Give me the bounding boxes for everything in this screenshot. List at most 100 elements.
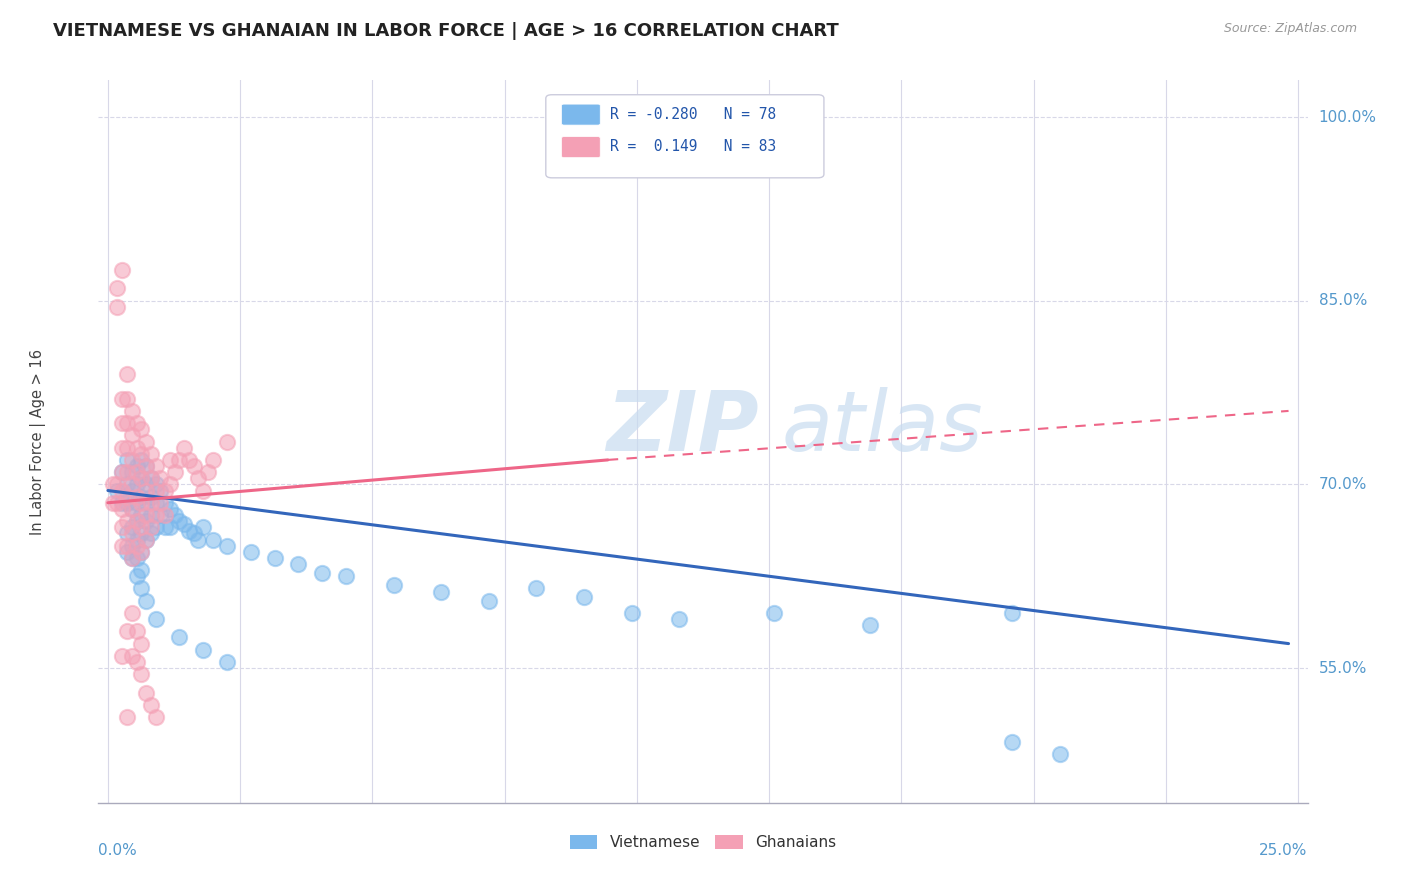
Point bbox=[111, 496, 134, 510]
Point bbox=[115, 539, 138, 553]
Point bbox=[129, 563, 152, 577]
Point bbox=[215, 655, 238, 669]
Point bbox=[191, 483, 214, 498]
Point bbox=[121, 502, 143, 516]
Point bbox=[524, 582, 547, 596]
Point bbox=[159, 520, 181, 534]
Point bbox=[191, 642, 214, 657]
Point bbox=[121, 520, 143, 534]
Point bbox=[111, 465, 134, 479]
Point bbox=[201, 533, 224, 547]
Point bbox=[129, 667, 152, 681]
Point bbox=[169, 631, 191, 645]
Point bbox=[145, 483, 167, 498]
Point bbox=[125, 514, 148, 528]
Point bbox=[121, 502, 143, 516]
Point bbox=[107, 483, 129, 498]
Point bbox=[121, 428, 143, 442]
Point bbox=[115, 453, 138, 467]
Point bbox=[129, 496, 152, 510]
Point bbox=[101, 496, 124, 510]
Point bbox=[311, 566, 333, 580]
Point bbox=[139, 471, 162, 485]
Text: 85.0%: 85.0% bbox=[1319, 293, 1367, 309]
Point bbox=[111, 483, 134, 498]
Point bbox=[111, 392, 134, 406]
Point bbox=[187, 533, 209, 547]
Point bbox=[187, 471, 209, 485]
Point bbox=[125, 655, 148, 669]
Point bbox=[125, 496, 148, 510]
Point bbox=[115, 441, 138, 455]
Point bbox=[145, 496, 167, 510]
Point bbox=[135, 434, 157, 449]
Point bbox=[139, 520, 162, 534]
Point bbox=[153, 496, 176, 510]
Point bbox=[125, 465, 148, 479]
Point bbox=[173, 516, 195, 531]
Point bbox=[478, 593, 501, 607]
Point bbox=[125, 490, 148, 504]
Point bbox=[121, 477, 143, 491]
FancyBboxPatch shape bbox=[546, 95, 824, 178]
Point bbox=[129, 545, 152, 559]
Point bbox=[129, 545, 152, 559]
Point bbox=[111, 648, 134, 663]
Point bbox=[111, 539, 134, 553]
Point bbox=[201, 453, 224, 467]
Point bbox=[173, 441, 195, 455]
Text: 0.0%: 0.0% bbox=[98, 843, 138, 857]
Point bbox=[129, 526, 152, 541]
Point bbox=[215, 434, 238, 449]
Point bbox=[135, 483, 157, 498]
Point bbox=[115, 465, 138, 479]
Point bbox=[121, 550, 143, 565]
Point bbox=[129, 490, 152, 504]
Point bbox=[115, 392, 138, 406]
Point bbox=[183, 526, 205, 541]
Point bbox=[139, 471, 162, 485]
Point bbox=[115, 477, 138, 491]
Text: ZIP: ZIP bbox=[606, 386, 759, 467]
Point bbox=[125, 539, 148, 553]
Point bbox=[668, 612, 690, 626]
Point bbox=[159, 453, 181, 467]
Point bbox=[145, 508, 167, 522]
Point bbox=[620, 606, 643, 620]
Point bbox=[111, 416, 134, 430]
Point bbox=[135, 593, 157, 607]
Text: R = -0.280   N = 78: R = -0.280 N = 78 bbox=[610, 107, 776, 121]
Point bbox=[125, 416, 148, 430]
Point bbox=[115, 545, 138, 559]
Point bbox=[111, 520, 134, 534]
Point bbox=[1001, 606, 1024, 620]
Point bbox=[145, 710, 167, 724]
Text: atlas: atlas bbox=[782, 386, 983, 467]
Point bbox=[183, 458, 205, 473]
Point bbox=[125, 514, 148, 528]
Point bbox=[111, 502, 134, 516]
Point bbox=[115, 514, 138, 528]
Point bbox=[121, 550, 143, 565]
Point bbox=[149, 483, 172, 498]
Point bbox=[135, 458, 157, 473]
Point bbox=[129, 471, 152, 485]
Text: 55.0%: 55.0% bbox=[1319, 661, 1367, 675]
Legend: Vietnamese, Ghanaians: Vietnamese, Ghanaians bbox=[564, 830, 842, 856]
Point bbox=[149, 496, 172, 510]
Point bbox=[111, 465, 134, 479]
Point bbox=[115, 367, 138, 381]
Point bbox=[1001, 734, 1024, 748]
Point bbox=[135, 533, 157, 547]
Point bbox=[572, 590, 595, 604]
Point bbox=[107, 496, 129, 510]
Point bbox=[135, 508, 157, 522]
Point bbox=[153, 508, 176, 522]
Point bbox=[149, 471, 172, 485]
Point bbox=[163, 465, 186, 479]
Point bbox=[121, 648, 143, 663]
Point bbox=[129, 582, 152, 596]
Text: VIETNAMESE VS GHANAIAN IN LABOR FORCE | AGE > 16 CORRELATION CHART: VIETNAMESE VS GHANAIAN IN LABOR FORCE | … bbox=[53, 22, 839, 40]
Point bbox=[115, 490, 138, 504]
Point bbox=[145, 520, 167, 534]
